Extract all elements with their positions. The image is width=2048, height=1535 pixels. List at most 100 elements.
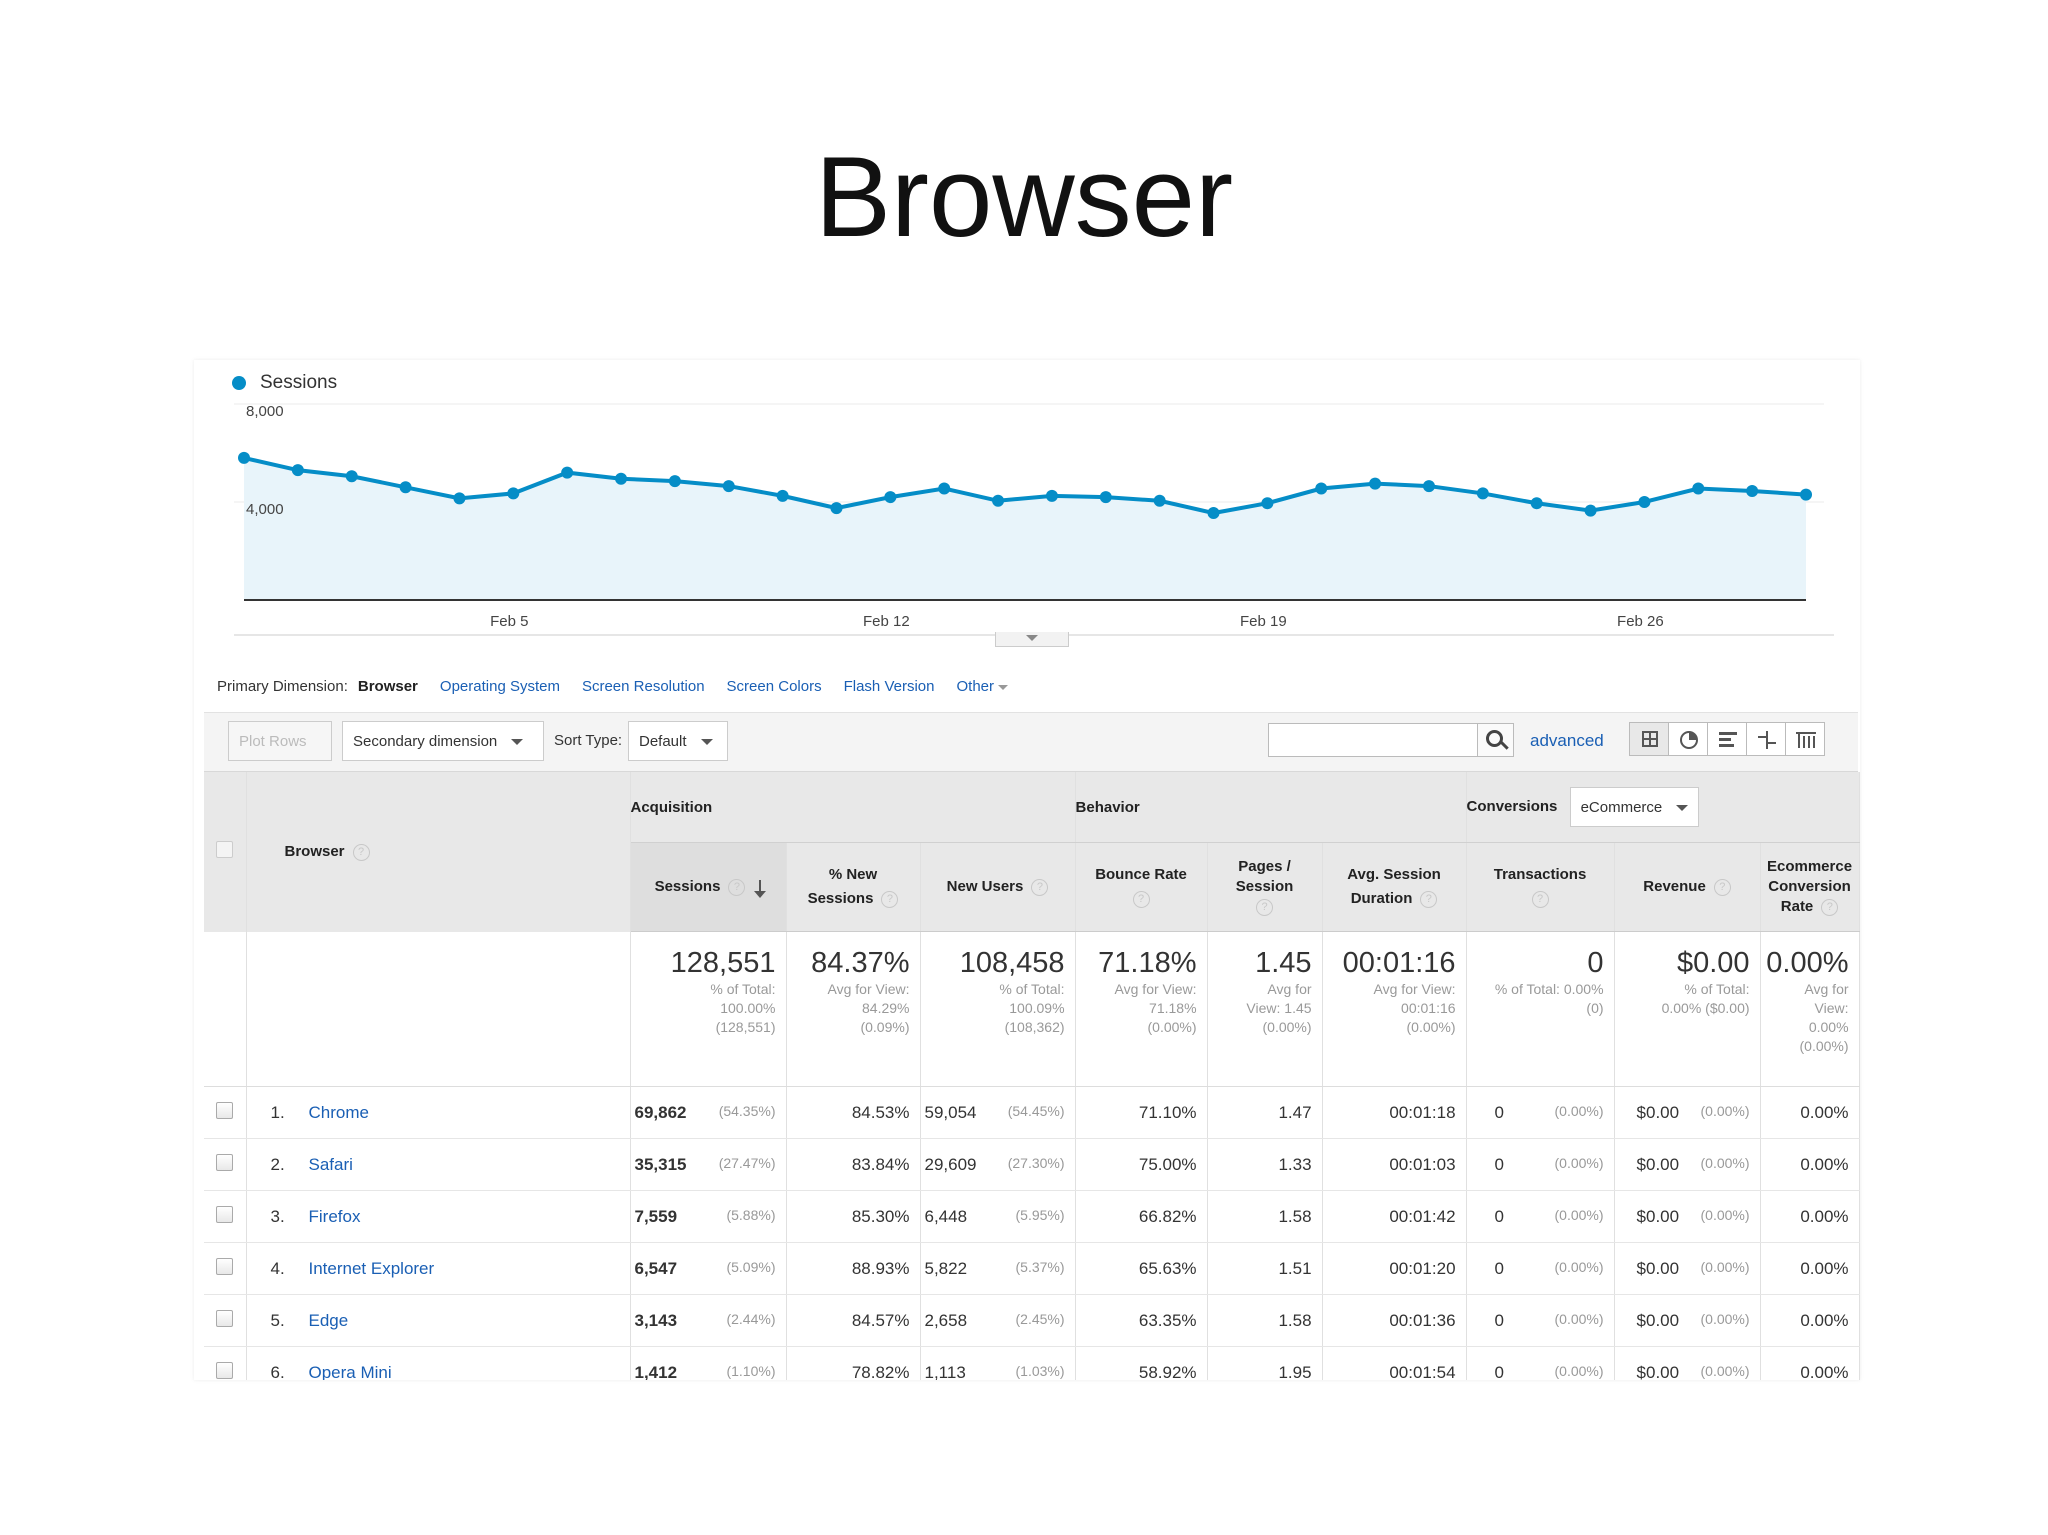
help-icon[interactable]: ? [352,843,370,861]
new-users-value: 59,054 [924,1102,977,1122]
dimension-flash-version[interactable]: Flash Version [843,678,935,695]
col-transactions[interactable]: Transactions? [1466,842,1615,932]
advanced-filter-link[interactable]: advanced [1530,731,1604,750]
total-sub: Avg for View: [1373,981,1456,997]
row-index: 4. [270,1258,285,1278]
performance-view-button[interactable] [1707,722,1747,756]
search-icon-handle [1500,741,1509,750]
help-icon[interactable]: ? [728,878,746,896]
col-ecommerce-rate[interactable]: Ecommerce Conversion Rate? [1760,842,1860,932]
revenue-value: $0.00 [1636,1102,1680,1122]
row-checkbox[interactable] [216,1153,234,1171]
data-point [1207,507,1220,520]
sort-type-label: Sort Type: [554,732,623,749]
browser-link[interactable]: Firefox [308,1206,361,1226]
behavior-group-header: Behavior [1075,772,1467,843]
browser-link[interactable]: Safari [308,1154,353,1174]
dimension-screen-resolution[interactable]: Screen Resolution [581,678,705,695]
sessions-value: 1,412 [634,1362,678,1381]
row-checkbox[interactable] [216,1205,234,1223]
col-bounce-rate[interactable]: Bounce Rate? [1075,842,1208,932]
table-search-input[interactable] [1268,723,1478,757]
conversions-goal-dropdown[interactable]: eCommerce [1569,787,1700,827]
table-row: 6. Opera Mini 1,412 (1.10%) 78.82% 1,113 (1.03… [204,1346,1860,1381]
row-checkbox[interactable] [216,1361,234,1379]
comparison-view-button[interactable] [1746,722,1786,756]
pie-view-button[interactable] [1668,722,1708,756]
search-button[interactable] [1478,723,1514,757]
chart-collapse-toggle[interactable] [995,632,1069,647]
sort-type-dropdown[interactable]: Default [628,721,728,761]
y-tick-label: 8,000 [246,403,284,420]
plot-rows-button[interactable]: Plot Rows [228,721,332,761]
ecommerce-rate-cell: 0.00% [1760,1294,1860,1347]
sessions-cell: 7,559 (5.88%) [630,1190,787,1243]
sessions-line [243,455,1807,516]
table-view-button[interactable] [1629,722,1669,756]
col-new-sessions[interactable]: % New Sessions? [786,842,921,932]
pivot-view-button[interactable] [1785,722,1825,756]
browser-link[interactable]: Chrome [308,1102,369,1122]
legend-dot-icon [232,376,246,390]
row-checkbox[interactable] [216,1257,234,1275]
dimension-header[interactable]: Browser? [246,772,631,932]
col-new-users[interactable]: New Users? [920,842,1076,932]
select-all-checkbox[interactable] [216,841,234,859]
revenue-value: $0.00 [1636,1154,1680,1174]
row-select-cell [204,1242,247,1295]
ecommerce-rate-cell: 0.00% [1760,1086,1860,1139]
help-icon[interactable]: ? [1420,890,1438,908]
browser-link[interactable]: Internet Explorer [308,1258,435,1278]
col-avg-duration[interactable]: Avg. Session Duration? [1322,842,1467,932]
data-point [884,491,897,504]
col-pages-session[interactable]: Pages / Session? [1207,842,1323,932]
table-row: 5. Edge 3,143 (2.44%) 84.57% 2,658 (2.45%) 63.3… [204,1294,1860,1347]
col-revenue[interactable]: Revenue? [1614,842,1761,932]
revenue-value: $0.00 [1636,1258,1680,1278]
chart-legend[interactable]: Sessions [232,372,337,394]
pivot-icon [1796,732,1816,748]
table-row: 4. Internet Explorer 6,547 (5.09%) 88.93% 5,8… [204,1242,1860,1295]
help-icon[interactable]: ? [1256,898,1274,916]
secondary-dimension-dropdown[interactable]: Secondary dimension [342,721,544,761]
row-checkbox[interactable] [216,1101,234,1119]
help-icon[interactable]: ? [1821,898,1839,916]
help-icon[interactable]: ? [1531,890,1549,908]
col-sessions[interactable]: Sessions? [630,842,787,932]
col-new-sessions-label-2: Sessions [807,890,874,907]
data-point [1045,489,1058,502]
select-all-cell [204,772,247,932]
data-point [238,451,250,464]
bar-chart-icon [1719,732,1737,748]
dimension-other-dropdown[interactable]: Other [956,678,1008,695]
primary-dimension-label: Primary Dimension: [217,678,348,695]
row-index: 2. [270,1154,285,1174]
row-index: 3. [270,1206,285,1226]
data-point [1315,482,1328,495]
row-checkbox[interactable] [216,1309,234,1327]
total-sub: View: 1.45 [1246,1000,1312,1016]
row-index: 1. [270,1102,285,1122]
help-icon[interactable]: ? [881,890,899,908]
transactions-value: 0 [1494,1310,1504,1330]
revenue-value: $0.00 [1636,1362,1680,1381]
help-icon[interactable]: ? [1031,878,1049,896]
browser-link[interactable]: Opera Mini [308,1362,392,1381]
help-icon[interactable]: ? [1132,890,1150,908]
sessions-value: 3,143 [634,1310,678,1330]
browser-link[interactable]: Edge [308,1310,349,1330]
total-sub: % of Total: [999,981,1065,997]
new-users-value: 29,609 [924,1154,977,1174]
dimension-screen-colors[interactable]: Screen Colors [726,678,822,695]
dimension-operating-system[interactable]: Operating System [439,678,560,695]
revenue-pct: (0.00%) [1700,1362,1750,1379]
data-point [1746,484,1759,497]
row-select-cell [204,1190,247,1243]
total-pages-value: 1.45 [1255,947,1312,979]
total-sub: Avg for [1267,981,1312,997]
revenue-cell: $0.00 (0.00%) [1614,1294,1761,1347]
browser-cell: 2. Safari [246,1138,631,1191]
help-icon[interactable]: ? [1713,878,1731,896]
browser-cell: 4. Internet Explorer [246,1242,631,1295]
data-point [1099,491,1112,504]
